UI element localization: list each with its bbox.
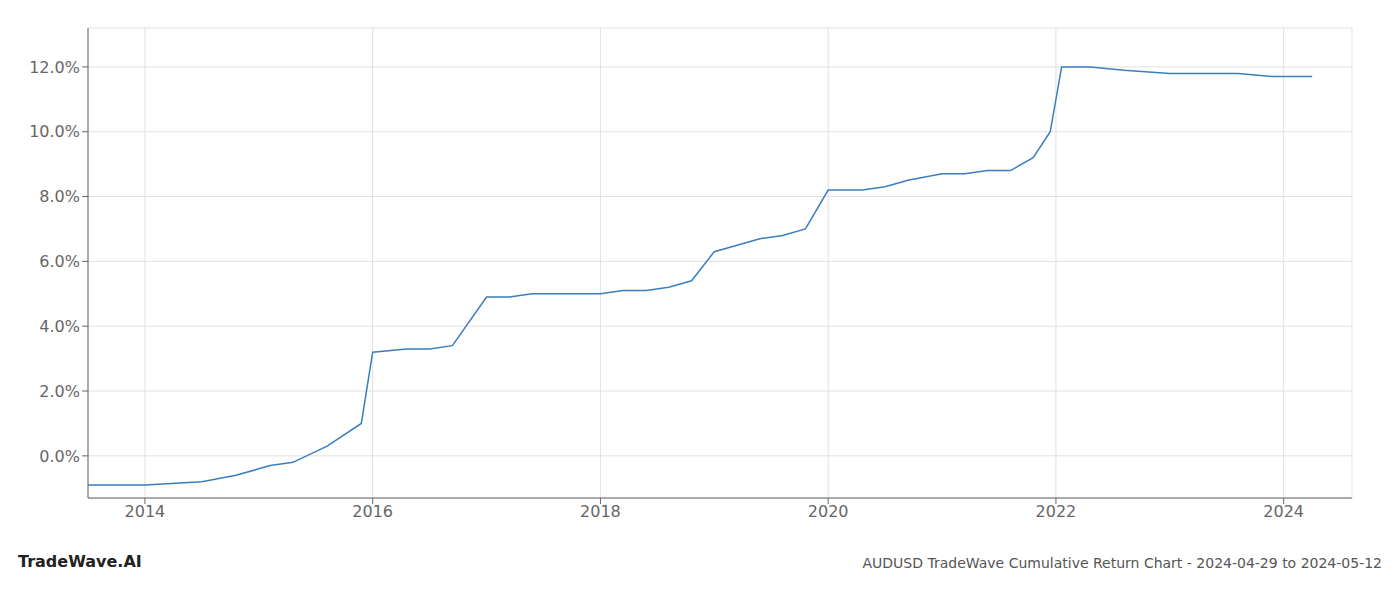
svg-text:4.0%: 4.0% <box>39 317 80 336</box>
svg-text:2016: 2016 <box>352 502 393 521</box>
html-text:TradeWave.AI: TradeWave.AI <box>18 552 142 571</box>
svg-text:12.0%: 12.0% <box>29 58 80 77</box>
svg-text:2022: 2022 <box>1036 502 1077 521</box>
svg-text:2024: 2024 <box>1263 502 1304 521</box>
svg-text:10.0%: 10.0% <box>29 122 80 141</box>
svg-text:2020: 2020 <box>808 502 849 521</box>
html-text:AUDUSD TradeWave Cumulative Re: AUDUSD TradeWave Cumulative Return Chart… <box>862 555 1382 571</box>
svg-text:8.0%: 8.0% <box>39 187 80 206</box>
svg-text:0.0%: 0.0% <box>39 447 80 466</box>
svg-text:2.0%: 2.0% <box>39 382 80 401</box>
svg-text:2014: 2014 <box>125 502 166 521</box>
svg-text:6.0%: 6.0% <box>39 252 80 271</box>
svg-text:2018: 2018 <box>580 502 621 521</box>
